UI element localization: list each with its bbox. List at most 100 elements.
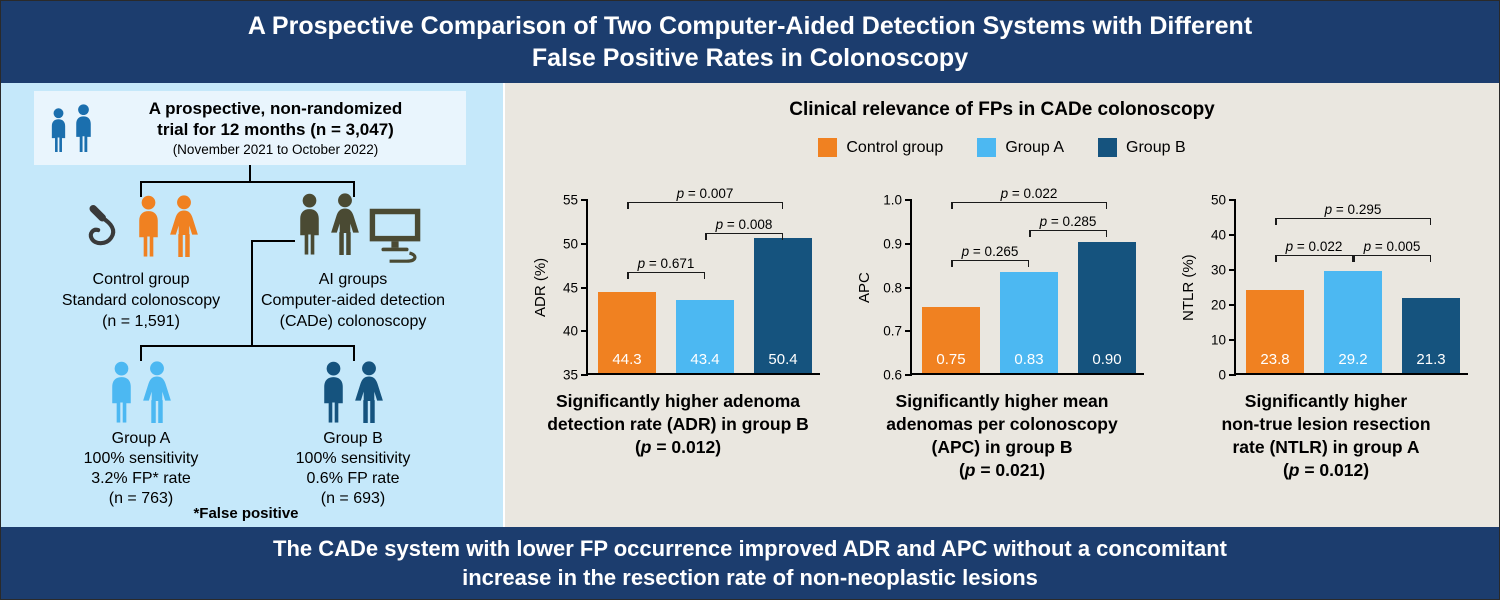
- conclusion-banner: The CADe system with lower FP occurrence…: [1, 527, 1499, 599]
- caption-line: detection rate (ADR) in group B: [547, 414, 809, 434]
- legend-swatch-control: [818, 138, 838, 157]
- bar-control-group: 23.8: [1246, 289, 1304, 373]
- legend-label-group-a: Group A: [1005, 138, 1065, 156]
- plot-area: 0.6 0.7 0.8 0.9 1.0 0.75 0.83 0.90 p = 0.265 p = …: [883, 186, 1144, 383]
- connector-line: [353, 345, 355, 361]
- group-b-icons: [319, 361, 387, 423]
- group-b-sensitivity: 100% sensitivity: [295, 450, 411, 467]
- y-tick-label: 0: [1218, 367, 1226, 383]
- p-value-label: p = 0.022: [1285, 239, 1343, 254]
- y-tick-mark: [581, 286, 588, 289]
- title-line-1: A Prospective Comparison of Two Computer…: [247, 12, 1253, 40]
- person-icon: [48, 108, 69, 152]
- y-tick-mark: [581, 199, 588, 201]
- ai-groups-name: AI groups: [318, 271, 388, 288]
- y-tick-mark: [905, 330, 912, 333]
- y-tick-label: 50: [562, 236, 578, 252]
- plot-area: 0 10 20 30 40 50 23.8 29.2 21.3 p = 0.022 p = 0.00…: [1211, 193, 1468, 383]
- legend-swatch-group-a: [977, 138, 997, 157]
- y-tick-label: 50: [1210, 192, 1226, 208]
- y-tick-mark: [1229, 234, 1236, 236]
- conclusion-line-2: increase in the resection rate of non-ne…: [462, 565, 1038, 590]
- caption-p-value: (p = 0.021): [958, 460, 1046, 480]
- bar-group-a: 43.4: [676, 299, 734, 373]
- y-tick-label: 40: [1210, 227, 1226, 243]
- significance-bracket: p = 0.671: [627, 256, 705, 279]
- trial-box: A prospective, non-randomized trial for …: [34, 91, 466, 165]
- group-a-fp-rate: 3.2% FP* rate: [91, 470, 191, 487]
- bar-value-label: 44.3: [612, 351, 642, 368]
- plot-area: 35 40 45 50 55 44.3 43.4 50.4 p = 0.671 p = 0.008…: [563, 186, 820, 383]
- y-tick-label: 35: [562, 367, 578, 383]
- study-flowchart: A prospective, non-randomized trial for …: [1, 83, 503, 527]
- y-tick-label: 30: [1210, 262, 1226, 278]
- bar-group-b: 21.3: [1402, 298, 1460, 373]
- results-title: Clinical relevance of FPs in CADe colono…: [789, 99, 1215, 120]
- chart-caption: Significantly higher non-true lesion rese…: [1172, 390, 1480, 482]
- y-tick-mark: [1229, 199, 1236, 201]
- chart-adr: ADR (%) 35 40 45 50 55 44.3 43.4 50.4 p = 0.671 p…: [524, 173, 832, 482]
- bar-value-label: 0.83: [1014, 351, 1044, 368]
- trial-dates: (November 2021 to October 2022): [172, 142, 379, 157]
- trial-line-2: trial for 12 months (n = 3,047): [157, 120, 394, 139]
- bar-group-a: 29.2: [1324, 270, 1382, 373]
- caption-line: non-true lesion resection: [1221, 414, 1431, 434]
- bar-group-a: 0.83: [1000, 272, 1058, 373]
- connector-line: [140, 345, 355, 347]
- bar-value-label: 29.2: [1338, 351, 1368, 368]
- woman-icon: [166, 195, 202, 257]
- group-a-icons: [107, 361, 175, 423]
- significance-bracket: p = 0.022: [951, 186, 1107, 209]
- group-a-name: Group A: [111, 430, 171, 447]
- charts-row: ADR (%) 35 40 45 50 55 44.3 43.4 50.4 p = 0.671 p…: [524, 173, 1480, 482]
- y-tick-mark: [905, 242, 912, 245]
- bar-value-label: 50.4: [768, 351, 798, 368]
- person-icon: [295, 193, 324, 255]
- caption-line: rate (NTLR) in group A: [1232, 437, 1420, 457]
- p-value-label: p = 0.295: [1324, 202, 1382, 217]
- woman-icon: [327, 193, 363, 255]
- bar-group-b: 50.4: [754, 238, 812, 373]
- person-icon: [72, 104, 95, 152]
- connector-line: [252, 240, 295, 242]
- y-axis-title: APC: [856, 272, 873, 303]
- group-a-n: (n = 763): [108, 490, 174, 507]
- caption-p-value: (p = 0.012): [634, 437, 722, 457]
- control-group-icons: [85, 195, 202, 257]
- y-tick-mark: [905, 286, 912, 289]
- bar-value-label: 21.3: [1416, 351, 1446, 368]
- significance-bracket: p = 0.265: [951, 244, 1029, 267]
- y-tick-label: 40: [562, 323, 578, 339]
- y-tick-label: 0.7: [883, 323, 902, 339]
- p-value-label: p = 0.008: [715, 217, 773, 232]
- y-tick-mark: [581, 374, 588, 376]
- y-tick-label: 0.9: [883, 236, 902, 252]
- woman-icon: [351, 361, 387, 423]
- connector-line: [353, 181, 355, 197]
- y-tick-label: 10: [1210, 332, 1226, 348]
- y-tick-mark: [905, 374, 912, 376]
- person-icon: [134, 195, 163, 257]
- significance-bracket: p = 0.005: [1353, 239, 1431, 262]
- y-tick-mark: [581, 242, 588, 245]
- person-icon: [319, 361, 348, 423]
- y-axis-title: NTLR (%): [1180, 254, 1197, 321]
- y-tick-label: 0.8: [883, 280, 902, 295]
- legend-label-group-b: Group B: [1126, 138, 1186, 156]
- group-b-name: Group B: [323, 430, 383, 447]
- trial-line-1: A prospective, non-randomized: [148, 99, 403, 118]
- connector-line: [140, 345, 142, 361]
- title-banner: A Prospective Comparison of Two Computer…: [1, 1, 1499, 83]
- significance-bracket: p = 0.022: [1275, 239, 1353, 262]
- bar-value-label: 0.90: [1092, 351, 1122, 368]
- control-group-node: Control group Standard colonoscopy (n = …: [31, 269, 251, 332]
- p-value-label: p = 0.007: [676, 186, 734, 201]
- main-content: A prospective, non-randomized trial for …: [1, 83, 1499, 527]
- control-group-n: (n = 1,591): [102, 313, 180, 330]
- connector-line: [140, 181, 355, 183]
- y-tick-label: 45: [562, 280, 578, 295]
- significance-bracket: p = 0.285: [1029, 214, 1107, 237]
- connector-line: [251, 240, 253, 347]
- chart-apc: APC 0.6 0.7 0.8 0.9 1.0 0.75 0.83 0.90 p = 0.265…: [848, 173, 1156, 482]
